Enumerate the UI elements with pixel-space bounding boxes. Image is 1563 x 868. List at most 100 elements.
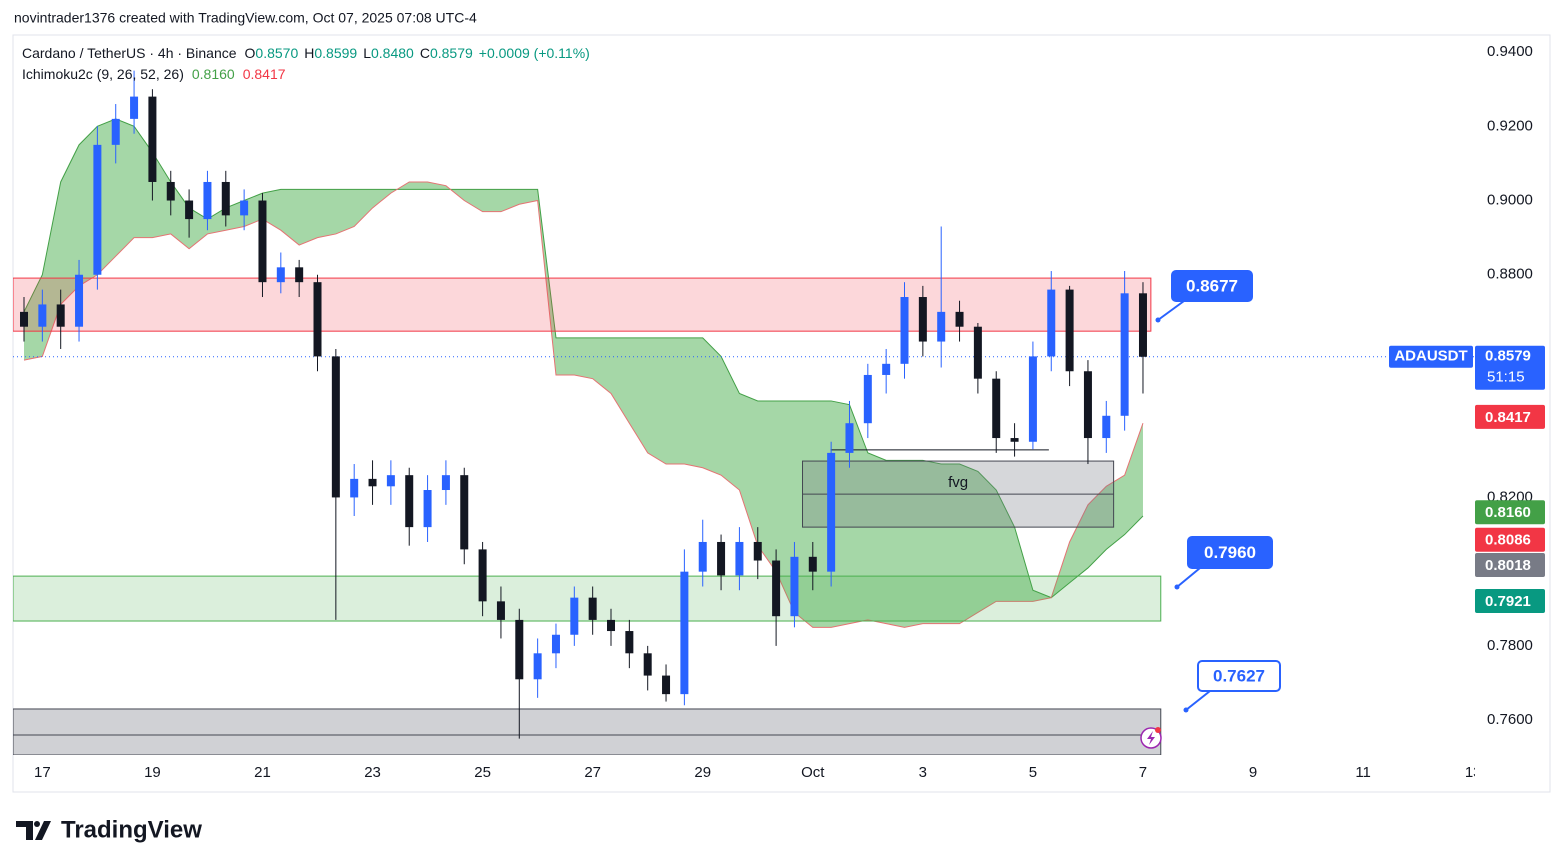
candle-body — [185, 200, 194, 220]
symbol-name: Cardano / TetherUS · 4h · Binance — [22, 45, 237, 61]
candle-body — [735, 541, 744, 576]
candle-body — [570, 597, 579, 635]
candle-body — [1028, 356, 1037, 442]
x-tick-label: 9 — [1249, 764, 1257, 781]
candle-body — [1010, 438, 1019, 442]
ohlc-value: 0.8570 — [255, 45, 298, 61]
indicator-name: Ichimoku2c (9, 26, 52, 26) — [22, 66, 184, 82]
x-tick-label: 5 — [1029, 764, 1037, 781]
ohlc-value: 0.8599 — [314, 45, 357, 61]
candle-body — [203, 181, 212, 220]
overlays: 0.8677 0.7960 0.7627 ADAUSDT 0.8579 51:15 0.84… — [1140, 270, 1545, 749]
callout-label: 0.7960 — [1204, 543, 1256, 562]
candle-body — [882, 363, 891, 375]
cloud-span-b — [23, 181, 1144, 628]
candle-body — [790, 556, 799, 617]
candle-body — [973, 326, 982, 379]
candle-body — [827, 452, 836, 572]
ohlc-value: 0.8480 — [371, 45, 414, 61]
price-badge — [1475, 552, 1545, 577]
candle-body — [56, 304, 65, 327]
callout-label: 0.8677 — [1186, 276, 1238, 295]
candle-body — [955, 311, 964, 327]
candle-body — [350, 478, 359, 498]
candle-body — [662, 675, 671, 695]
change: +0.0009 (+0.11%) — [479, 45, 590, 61]
symbol-label: ADAUSDT — [1394, 348, 1467, 365]
x-tick-label: 3 — [919, 764, 927, 781]
candle-body — [1065, 289, 1074, 372]
x-tick-label: 13 — [1465, 764, 1482, 781]
badge-label: 0.8018 — [1485, 557, 1531, 574]
candle-body — [1120, 293, 1129, 416]
x-tick-label: 27 — [584, 764, 601, 781]
y-tick-label: 0.8800 — [1487, 266, 1533, 283]
badge-label: 0.8160 — [1485, 504, 1531, 521]
candle-body — [900, 297, 909, 364]
badge-label: 0.7921 — [1485, 593, 1531, 610]
price-badge — [1475, 404, 1545, 429]
callout-pointer — [1185, 690, 1211, 711]
candle-body — [753, 541, 762, 561]
x-tick-label: 19 — [144, 764, 161, 781]
candle-body — [75, 274, 84, 327]
candle-body — [1102, 415, 1111, 439]
zone — [13, 277, 1152, 332]
callout-box — [1171, 270, 1253, 302]
ohlc-value: 0.8579 — [430, 45, 473, 61]
brand: TradingView — [61, 816, 202, 843]
candle-body — [588, 597, 597, 620]
candle-body — [111, 118, 120, 145]
indicator-b: 0.8417 — [243, 66, 286, 82]
candle-body — [460, 475, 469, 550]
candle-body — [423, 490, 432, 528]
y-tick-label: 0.9200 — [1487, 117, 1533, 134]
ohlc-letter: O — [245, 45, 256, 61]
ohlc-letter: H — [304, 45, 314, 61]
candle-body — [240, 200, 249, 216]
candle-body — [992, 378, 1001, 439]
x-tick-label: 17 — [34, 764, 51, 781]
callout-pointer — [1176, 567, 1201, 588]
candle-body — [313, 282, 322, 357]
candle-body — [937, 311, 946, 342]
caption: novintrader1376 created with TradingView… — [14, 10, 477, 26]
brand-logo: TradingView — [16, 816, 202, 843]
candle-body — [515, 619, 524, 680]
price-badge — [1475, 500, 1545, 525]
x-tick-label: 23 — [364, 764, 381, 781]
candle-body — [295, 267, 304, 283]
candle-body — [918, 297, 927, 342]
alert-dot — [1155, 727, 1161, 733]
ohlc-letter: L — [363, 45, 371, 61]
callout-label: 0.7627 — [1213, 666, 1265, 685]
candle-body — [93, 144, 102, 275]
countdown: 51:15 — [1487, 369, 1525, 386]
candle-body — [643, 653, 652, 676]
candle-body — [368, 478, 377, 487]
candle-body — [496, 601, 505, 620]
candle-body — [808, 556, 817, 572]
zone — [13, 575, 1162, 622]
zone — [13, 708, 1162, 755]
x-tick-label: 7 — [1139, 764, 1147, 781]
price-label: 0.8579 — [1485, 348, 1531, 365]
candle-body — [1047, 289, 1056, 357]
badge-label: 0.8086 — [1485, 532, 1531, 549]
callout-pointer — [1157, 300, 1185, 321]
logo-mark — [16, 821, 51, 840]
x-tick-label: Oct — [801, 764, 825, 781]
candle-body — [276, 267, 285, 283]
candle-body — [166, 181, 175, 201]
price-badge — [1475, 588, 1545, 613]
fvg-label: fvg — [948, 474, 968, 491]
candle-body — [717, 541, 726, 576]
price-badge — [1475, 527, 1545, 552]
candle-body — [1138, 293, 1147, 357]
candle-body — [680, 571, 689, 695]
candle-body — [20, 311, 29, 327]
candle-body — [772, 560, 781, 617]
candle-body — [698, 541, 707, 572]
